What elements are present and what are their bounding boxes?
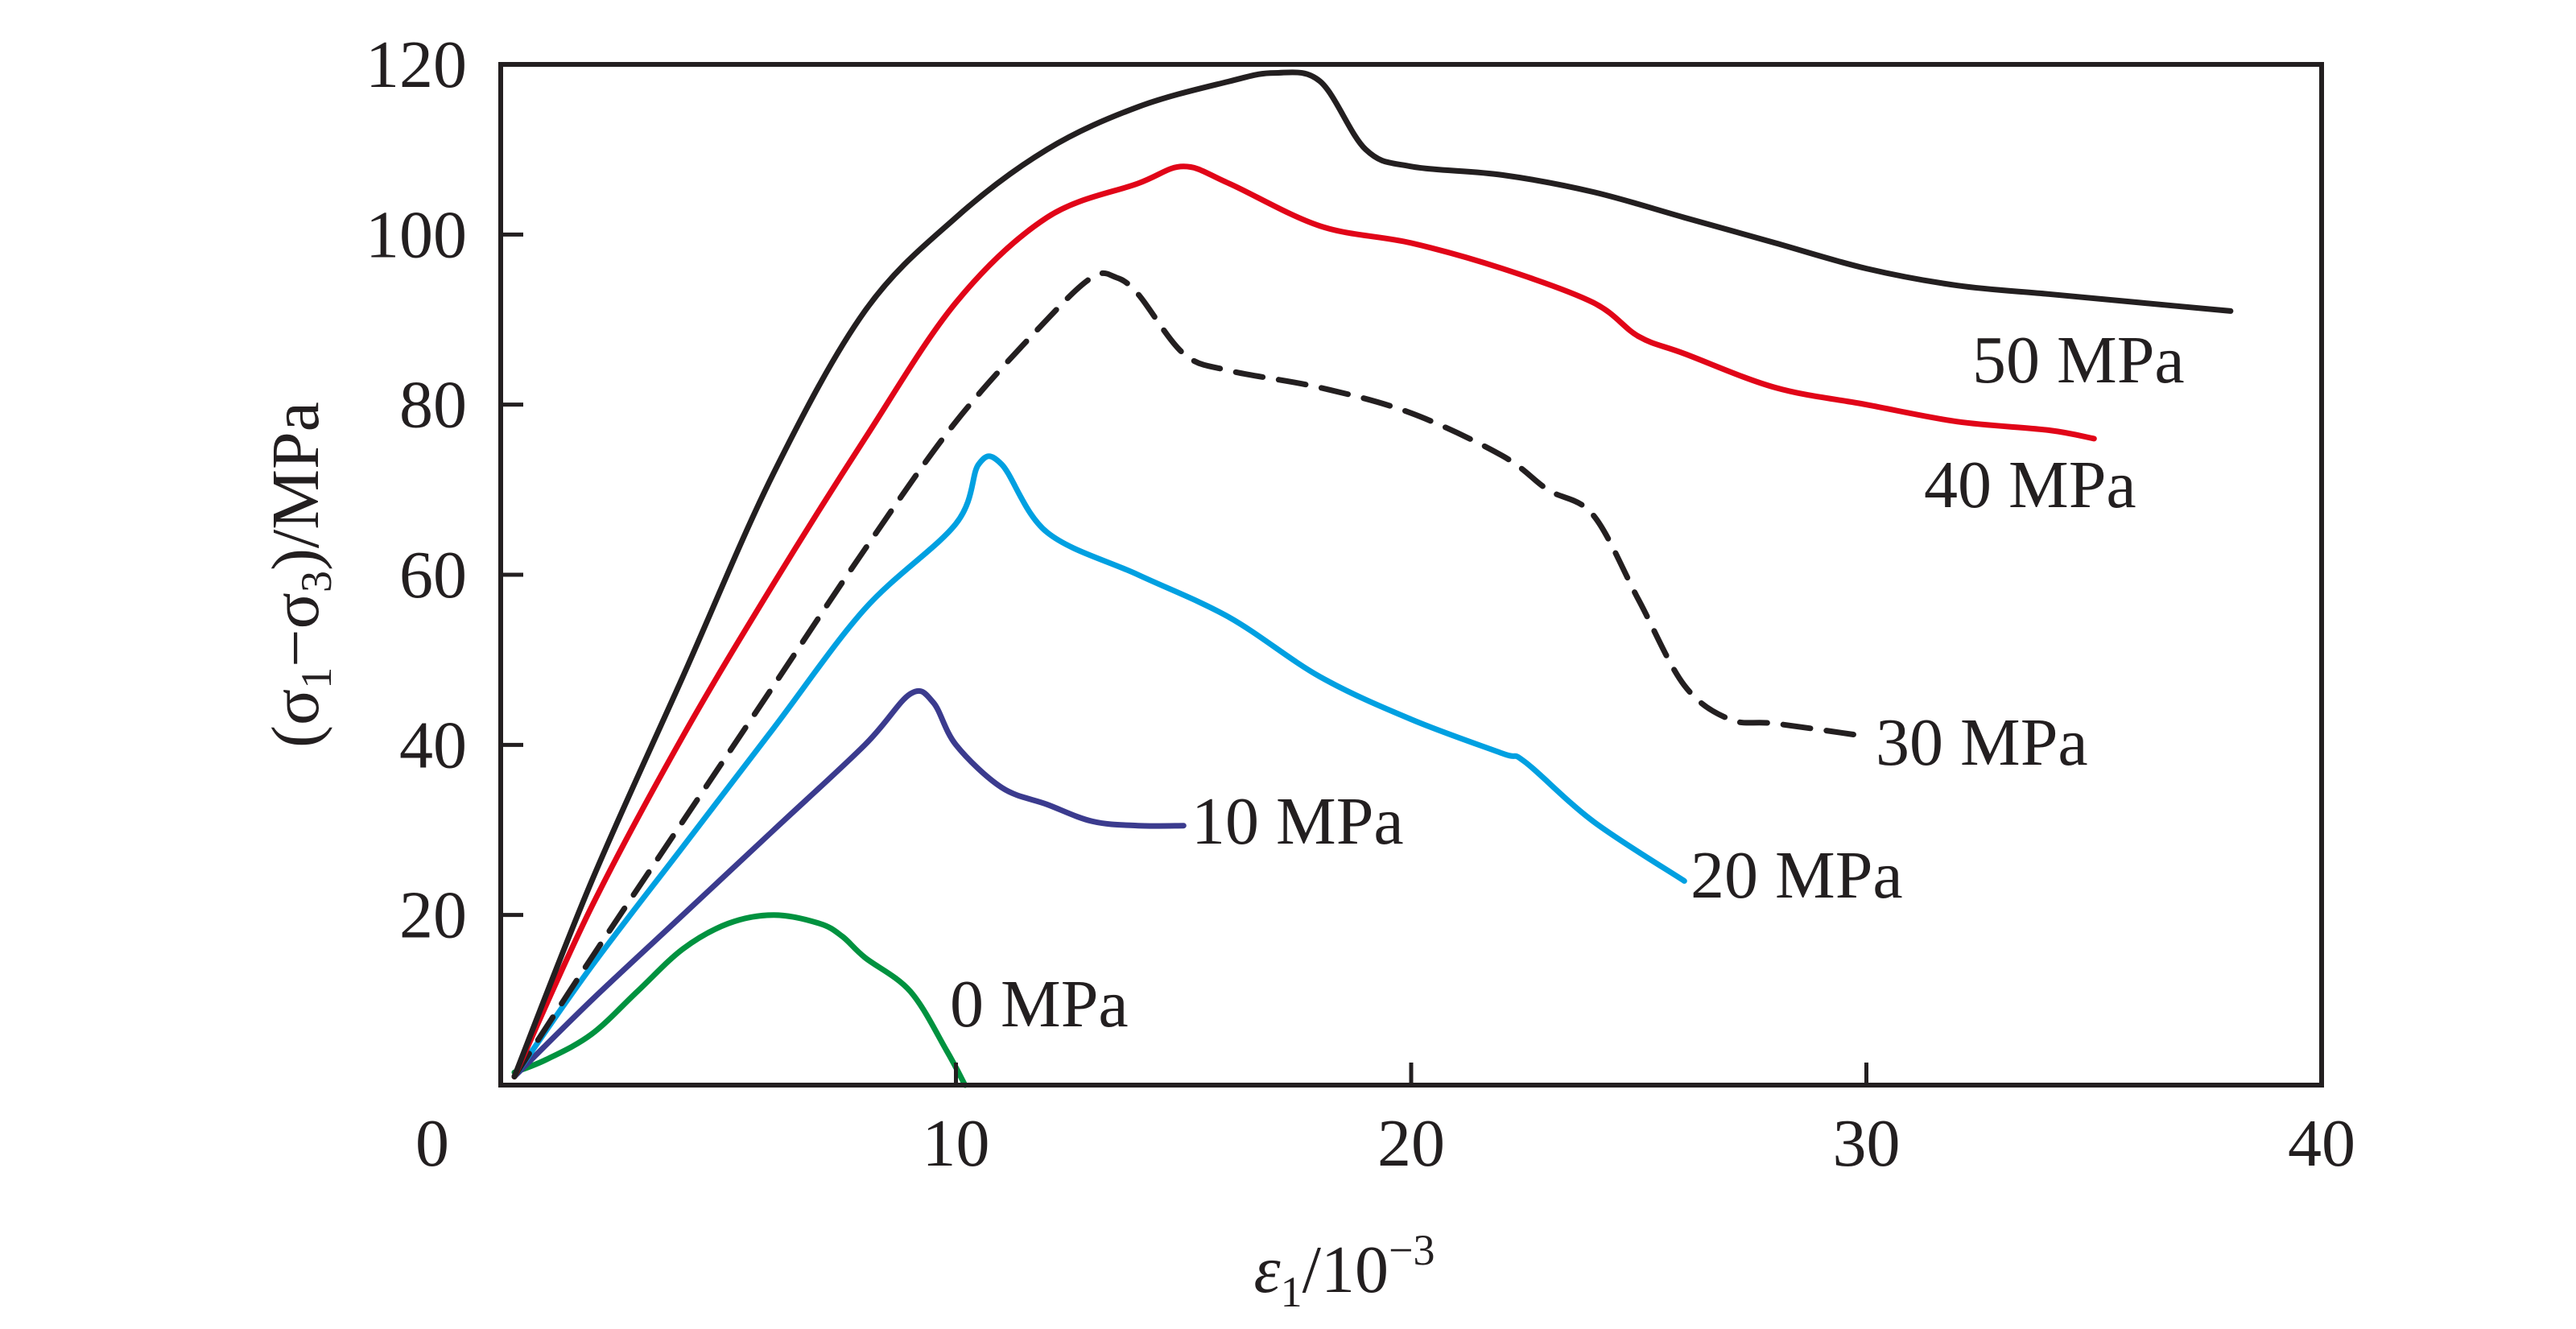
series-label-30-mpa: 30 MPa — [1876, 705, 2088, 780]
y-tick-label: 60 — [399, 538, 467, 613]
y-tick-label: 20 — [399, 878, 467, 953]
y-tick-label: 40 — [399, 708, 467, 782]
series-labels: 0 MPa 10 MPa 20 MPa 30 MPa 40 MPa 50 MPa — [950, 323, 2185, 1042]
plot-frame — [498, 62, 2324, 1088]
tick-labels: 0 10 20 30 40 20 40 60 80 100 120 — [365, 27, 2355, 1181]
series-line-10-mpa — [511, 687, 1187, 1079]
series-line-0-mpa — [511, 912, 968, 1088]
series-curves — [511, 69, 2234, 1088]
y-axis-title: (σ1−σ3)/MPa — [258, 402, 341, 748]
y-tick-label: 120 — [365, 27, 467, 102]
x-tick-label: 10 — [923, 1106, 990, 1181]
series-line-40-mpa — [511, 163, 2097, 1079]
series-label-40-mpa: 40 MPa — [1924, 448, 2136, 522]
y-tick-label: 80 — [399, 368, 467, 443]
x-tick-label: 0 — [415, 1106, 449, 1181]
series-line-30-mpa — [511, 270, 1869, 1079]
y-tick-label: 100 — [365, 197, 467, 272]
series-label-20-mpa: 20 MPa — [1690, 838, 1903, 913]
series-line-50-mpa — [511, 69, 2234, 1079]
series-line-20-mpa — [511, 453, 1687, 1079]
series-label-50-mpa: 50 MPa — [1972, 323, 2185, 398]
x-axis-title: ε1/10−3 — [1254, 1226, 1435, 1316]
axis-ticks — [501, 232, 1868, 1085]
series-label-0-mpa: 0 MPa — [950, 967, 1129, 1042]
x-tick-label: 20 — [1377, 1106, 1445, 1181]
x-tick-label: 30 — [1833, 1106, 1901, 1181]
x-tick-label: 40 — [2288, 1106, 2355, 1181]
series-label-10-mpa: 10 MPa — [1191, 784, 1404, 859]
